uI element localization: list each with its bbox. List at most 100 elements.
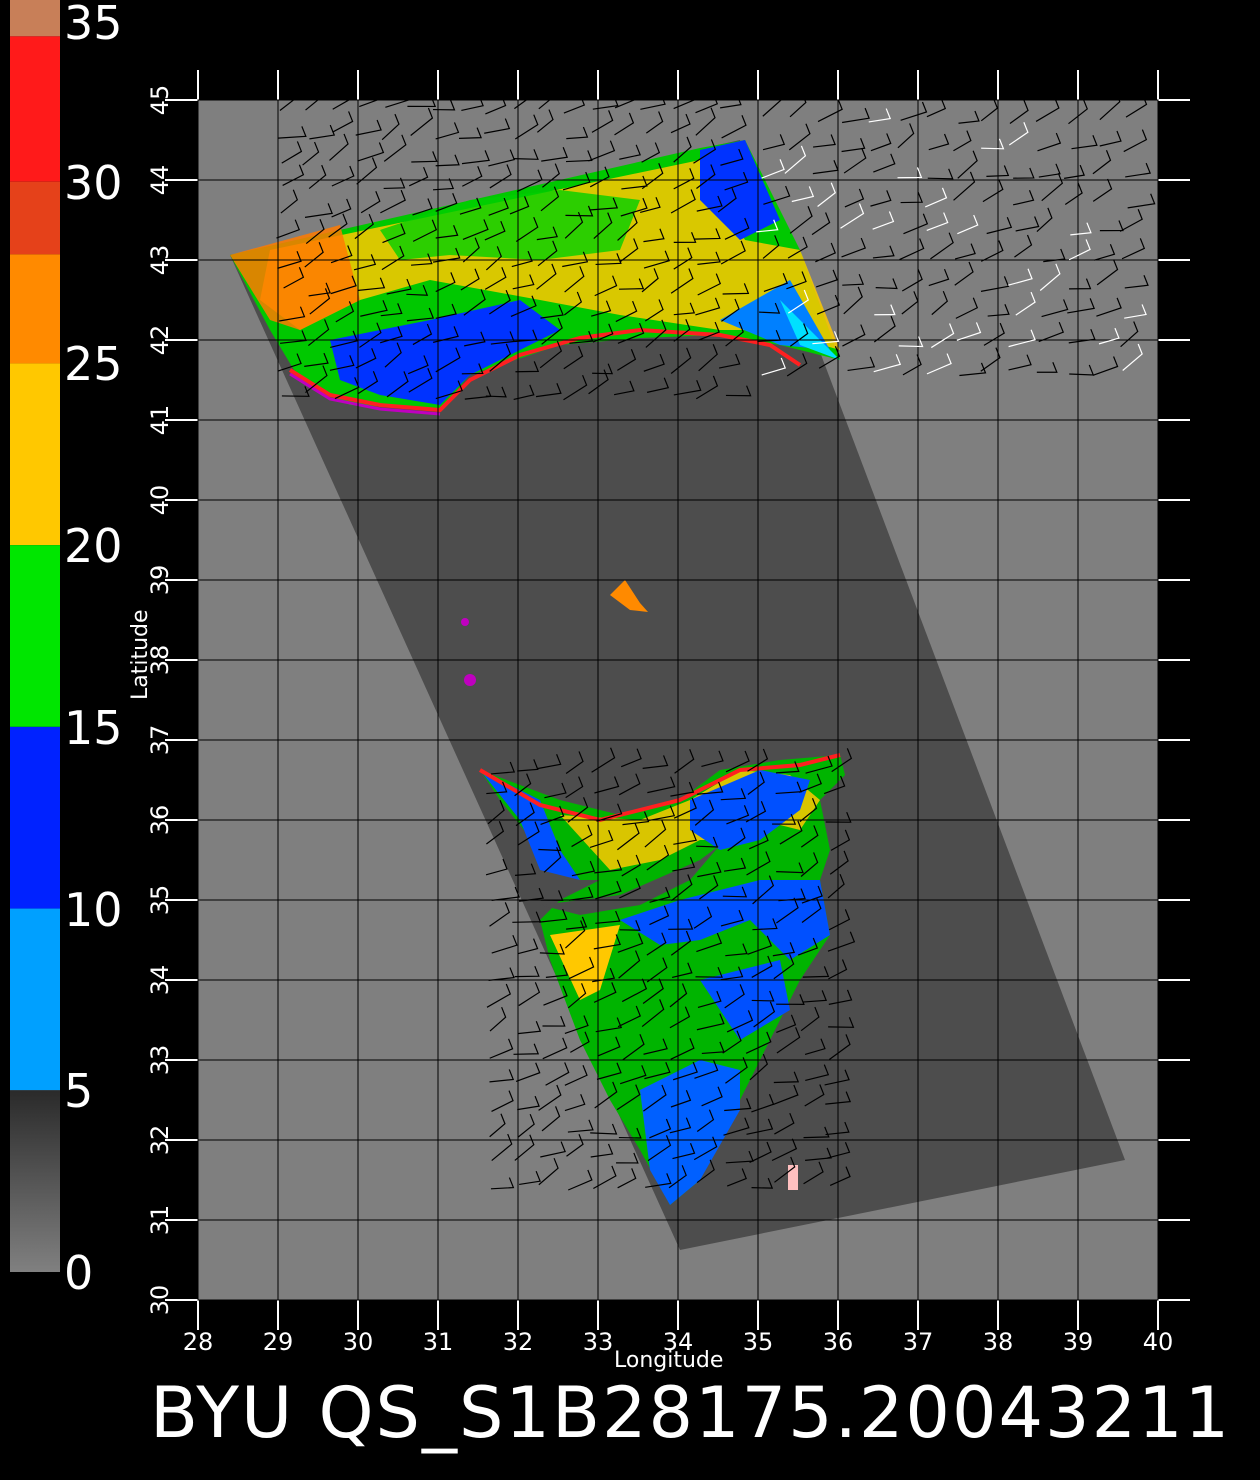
wind-barb — [406, 284, 429, 296]
wind-barb — [517, 938, 539, 955]
wind-barb — [789, 323, 809, 347]
wind-barb — [569, 330, 594, 344]
wind-barb — [408, 166, 429, 187]
wind-barb — [540, 890, 564, 901]
wind-barb — [330, 245, 353, 264]
color-scale-segment-low — [10, 1090, 60, 1272]
wind-barb — [619, 920, 641, 931]
wind-barb — [571, 860, 596, 877]
wind-barb — [722, 1030, 742, 1054]
wind-barb — [640, 197, 661, 214]
wind-barb — [543, 985, 568, 1006]
wind-barb — [931, 290, 949, 316]
wind-barb — [694, 799, 715, 826]
wind-barb — [791, 186, 815, 203]
wind-barb — [304, 203, 333, 218]
wind-barb — [485, 246, 502, 271]
wind-barb — [488, 197, 509, 216]
wind-barb — [643, 1084, 667, 1112]
wind-barb — [955, 297, 979, 319]
wind-barb — [1071, 134, 1098, 150]
wind-barb — [593, 982, 617, 1003]
wind-barb — [355, 119, 382, 136]
wind-barb — [773, 1071, 800, 1084]
wind-barb — [694, 228, 721, 240]
wind-barb — [360, 300, 388, 317]
wind-barb — [1035, 97, 1060, 122]
wind-barb — [1041, 172, 1064, 202]
wind-barb — [670, 1089, 692, 1108]
wind-barb — [813, 134, 836, 148]
wind-barb — [673, 89, 697, 110]
wind-barb — [1038, 163, 1061, 178]
color-scale-label: 20 — [64, 519, 123, 574]
wind-barb — [489, 1069, 515, 1083]
wind-barb — [725, 1057, 748, 1084]
wind-barb — [332, 85, 357, 110]
wind-barb — [540, 186, 560, 212]
wind-barb — [928, 133, 950, 151]
wind-barb — [515, 216, 539, 243]
wind-barb — [903, 213, 929, 235]
wind-barb — [958, 110, 980, 124]
wind-barb — [673, 380, 702, 396]
wind-barb — [620, 197, 648, 217]
x-tick-label: 36 — [823, 1328, 854, 1356]
wind-barb — [618, 1127, 642, 1139]
wind-barb — [927, 168, 954, 180]
wind-barb — [566, 916, 588, 930]
wind-barb — [408, 368, 433, 393]
color-scale-label: 30 — [64, 155, 123, 210]
wind-barb — [646, 377, 670, 393]
wind-barb — [647, 1135, 672, 1162]
wind-barb — [1119, 209, 1143, 232]
wind-barb — [959, 362, 987, 377]
wind-barb — [646, 932, 667, 956]
wind-barb — [514, 965, 540, 978]
wind-barb — [645, 111, 664, 134]
wind-barb — [304, 352, 329, 367]
wind-barb — [752, 875, 775, 905]
wind-barb — [435, 122, 460, 140]
wind-barb — [724, 217, 750, 240]
wind-barb — [873, 153, 896, 173]
wind-barb — [980, 97, 999, 122]
wind-barb — [695, 375, 719, 400]
wind-barb — [749, 1141, 772, 1163]
wind-barb — [619, 878, 641, 899]
wind-barb — [801, 885, 823, 904]
wind-barb — [381, 113, 400, 141]
wind-barb — [592, 967, 616, 983]
wind-barb — [459, 197, 482, 215]
wind-barb — [811, 212, 831, 236]
wind-barb — [778, 888, 806, 902]
wind-barb — [564, 266, 585, 293]
wind-barb — [590, 1143, 614, 1158]
wind-barb — [673, 136, 692, 163]
x-tick-label: 34 — [663, 1328, 694, 1356]
wind-barb — [641, 142, 661, 163]
wind-barb — [435, 154, 460, 167]
wind-barb — [382, 223, 406, 244]
wind-barb — [873, 354, 902, 373]
wind-barb — [762, 134, 786, 151]
wind-barb — [334, 377, 360, 400]
wind-barb — [818, 346, 841, 369]
wind-barb — [926, 353, 952, 375]
wind-barb — [824, 1069, 850, 1086]
wind-barb — [670, 268, 694, 294]
wind-barb — [800, 852, 819, 877]
wind-barb — [566, 1134, 584, 1157]
wind-barb — [1069, 278, 1092, 290]
wind-barb — [592, 363, 614, 375]
wind-barb — [1014, 234, 1033, 258]
wind-barb — [619, 1065, 647, 1085]
wind-barb — [644, 1061, 671, 1080]
wind-barb — [484, 220, 506, 241]
wind-barb — [517, 1095, 540, 1111]
wind-barb — [720, 148, 744, 166]
wind-barb — [491, 1090, 514, 1112]
wind-barb — [383, 177, 406, 190]
color-scale-bar — [10, 0, 60, 1272]
wind-barb — [614, 112, 635, 136]
